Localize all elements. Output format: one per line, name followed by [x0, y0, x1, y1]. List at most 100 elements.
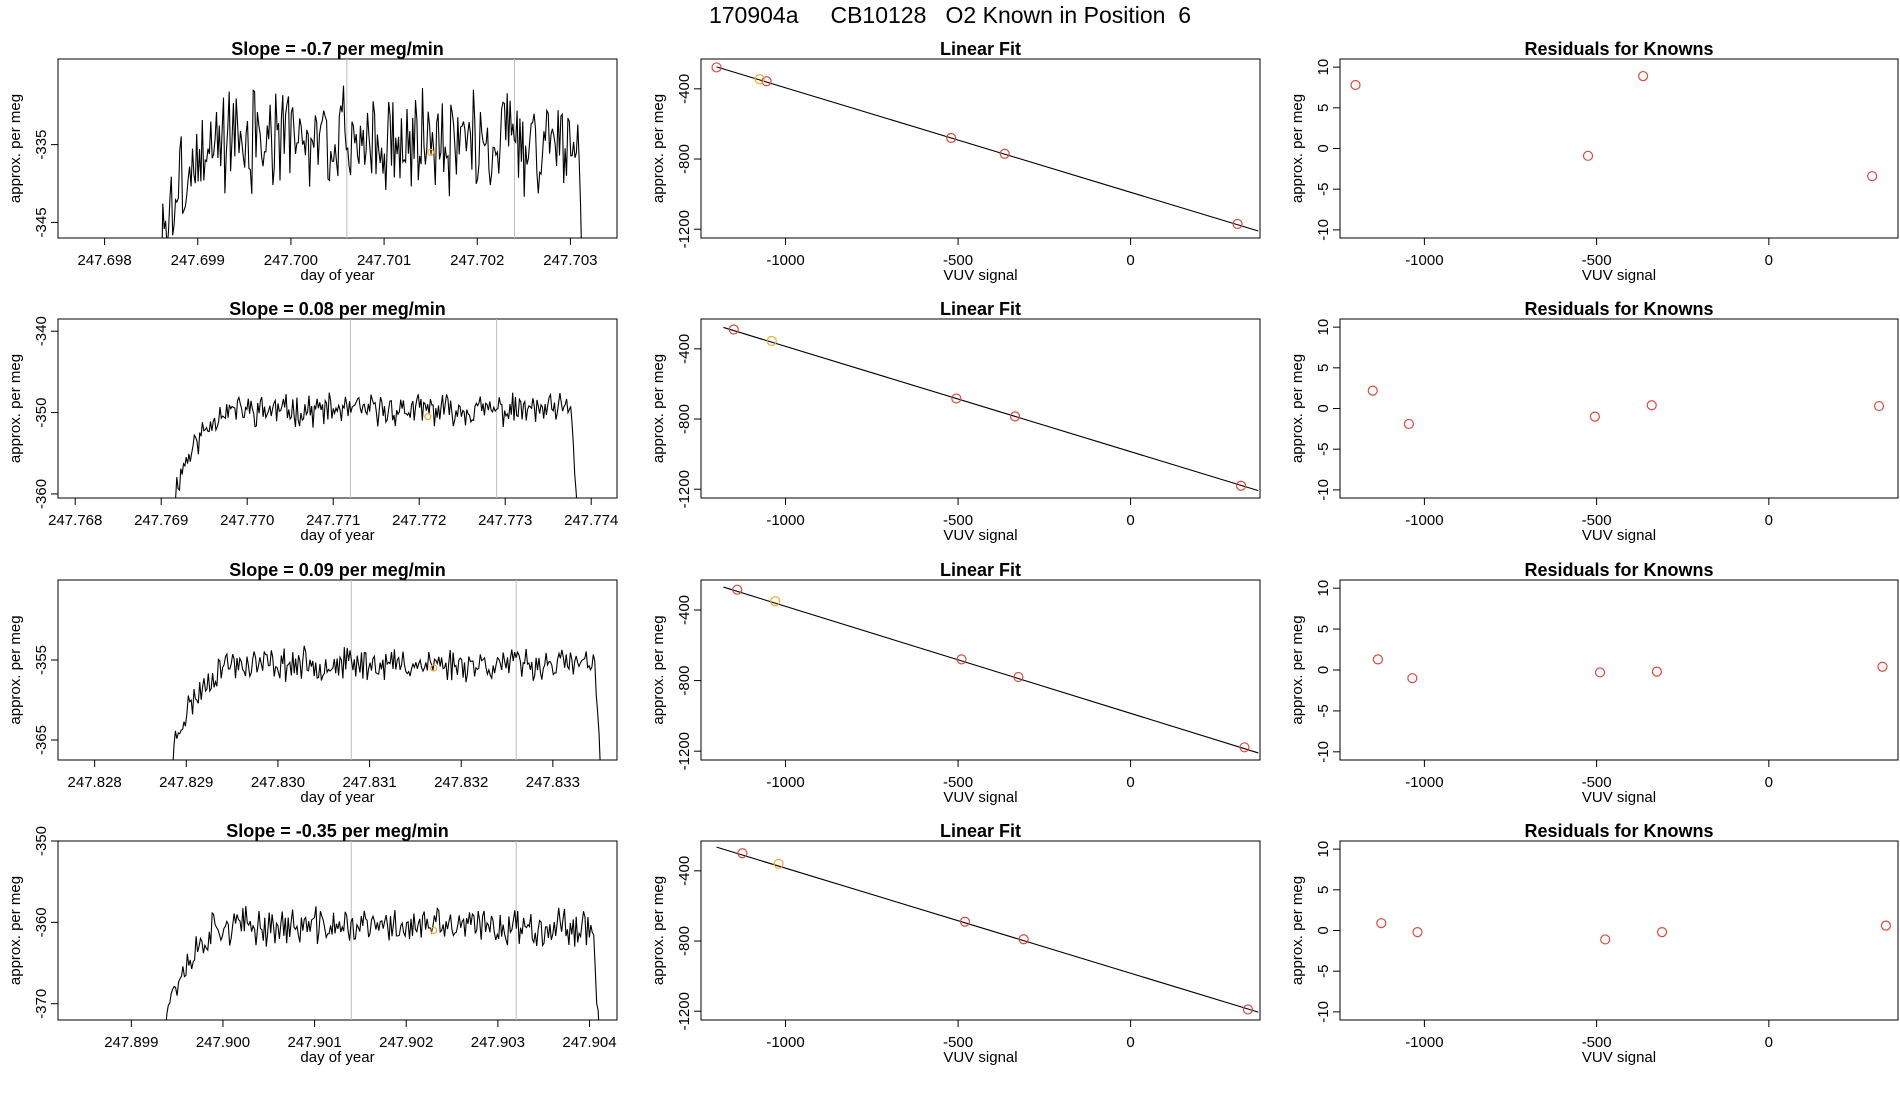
y-axis-label: approx. per meg: [650, 354, 667, 463]
fit-line: [717, 67, 1259, 231]
x-tick-label: 0: [1765, 774, 1773, 791]
panel-title: Linear Fit: [940, 560, 1021, 580]
x-tick-label: 0: [1765, 252, 1773, 269]
y-tick-label: -400: [676, 856, 693, 886]
y-tick-label: -340: [33, 316, 50, 346]
x-tick-label: 247.702: [450, 252, 504, 269]
y-tick-label: -1200: [676, 992, 693, 1030]
plot-area: [723, 585, 1258, 753]
plot-area: [163, 841, 600, 1042]
plot-area: [712, 63, 1258, 231]
plot-frame: [701, 59, 1260, 238]
x-axis-label: VUV signal: [943, 1049, 1017, 1066]
y-axis-label: approx. per meg: [7, 615, 24, 724]
plot-area: [1368, 386, 1883, 428]
x-tick-label: 0: [1126, 512, 1134, 529]
x-axis-label: VUV signal: [943, 527, 1017, 544]
highlight-point: [425, 414, 431, 420]
y-axis-label: approx. per meg: [1289, 354, 1306, 463]
x-tick-label: -1000: [766, 512, 804, 529]
x-tick-label: 247.828: [68, 774, 122, 791]
plot-frame: [1340, 59, 1898, 238]
data-point: [1878, 662, 1887, 671]
panel-title: Slope = 0.09 per meg/min: [229, 560, 446, 580]
x-axis-label: VUV signal: [1582, 267, 1656, 284]
y-tick-label: -10: [1315, 479, 1332, 501]
x-tick-label: -1000: [766, 252, 804, 269]
y-tick-label: 0: [1315, 926, 1332, 934]
x-tick-label: 247.833: [526, 774, 580, 791]
y-tick-label: -345: [33, 207, 50, 237]
data-point: [1590, 412, 1599, 421]
x-tick-label: 247.698: [77, 252, 131, 269]
x-tick-label: 247.699: [171, 252, 225, 269]
data-point: [1408, 674, 1417, 683]
y-tick-label: -5: [1315, 704, 1332, 717]
plot-frame: [1340, 841, 1898, 1020]
y-tick-label: -5: [1315, 443, 1332, 456]
data-point: [1351, 81, 1360, 90]
x-axis-label: VUV signal: [1582, 1049, 1656, 1066]
plot-area: [174, 319, 577, 519]
x-tick-label: 247.832: [434, 774, 488, 791]
x-axis-label: VUV signal: [1582, 527, 1656, 544]
y-tick-label: -365: [33, 725, 50, 755]
x-tick-label: 247.904: [562, 1034, 616, 1051]
x-tick-label: 0: [1126, 252, 1134, 269]
y-tick-label: 10: [1315, 841, 1332, 858]
panel-r0c2: Residuals for Knowns -1000 -500 0 VUV signal…: [1289, 39, 1898, 284]
y-tick-label: -800: [676, 144, 693, 174]
data-point: [1881, 921, 1890, 930]
y-axis-label: approx. per meg: [650, 876, 667, 985]
x-axis-label: day of year: [300, 267, 374, 284]
fit-line: [717, 847, 1259, 1012]
plot-area: [173, 580, 601, 772]
panel-r1c2: Residuals for Knowns -1000 -500 0 VUV signal…: [1289, 299, 1898, 544]
panel-title: Slope = -0.7 per meg/min: [231, 39, 444, 59]
data-point: [1404, 419, 1413, 428]
x-tick-label: 247.899: [104, 1034, 158, 1051]
y-tick-label: -800: [676, 666, 693, 696]
y-tick-label: 5: [1315, 104, 1332, 112]
plot-frame: [58, 59, 617, 238]
x-tick-label: 247.772: [392, 512, 446, 529]
plot-frame: [701, 580, 1260, 760]
y-tick-label: 10: [1315, 59, 1332, 76]
panel-r3c2: Residuals for Knowns -1000 -500 0 VUV signal…: [1289, 821, 1898, 1066]
y-tick-label: -400: [676, 595, 693, 625]
x-tick-label: 0: [1126, 1034, 1134, 1051]
data-point: [1601, 935, 1610, 944]
plot-area: [1373, 655, 1887, 683]
data-point: [1652, 667, 1661, 676]
y-tick-label: -400: [676, 334, 693, 364]
x-tick-label: 0: [1126, 774, 1134, 791]
data-point: [1647, 401, 1656, 410]
data-trace: [173, 646, 601, 773]
data-point: [1413, 928, 1422, 937]
y-tick-label: 0: [1315, 404, 1332, 412]
y-axis-label: approx. per meg: [1289, 94, 1306, 203]
x-axis-label: VUV signal: [943, 267, 1017, 284]
x-axis-label: day of year: [300, 1049, 374, 1066]
plot-area: [723, 325, 1258, 491]
plot-frame: [58, 841, 617, 1020]
data-point: [1875, 402, 1884, 411]
x-tick-label: 247.900: [196, 1034, 250, 1051]
y-axis-label: approx. per meg: [7, 354, 24, 463]
y-tick-label: 0: [1315, 666, 1332, 674]
x-tick-label: 247.770: [220, 512, 274, 529]
panel-r2c1: Linear Fit -1000 -500 0 VUV signal -400 -800 -1…: [650, 560, 1260, 806]
y-tick-label: -335: [33, 130, 50, 160]
panel-title: Residuals for Knowns: [1524, 560, 1713, 580]
y-tick-label: -360: [33, 907, 50, 937]
plot-frame: [1340, 580, 1898, 760]
y-tick-label: 5: [1315, 625, 1332, 633]
y-tick-label: -1200: [676, 470, 693, 508]
x-axis-label: day of year: [300, 789, 374, 806]
data-point: [1373, 655, 1382, 664]
y-tick-label: 0: [1315, 144, 1332, 152]
panel-title: Residuals for Knowns: [1524, 821, 1713, 841]
plot-area: [1351, 72, 1877, 181]
panel-r0c0: Slope = -0.7 per meg/min 247.698 247.699 24…: [7, 39, 617, 295]
x-tick-label: 247.768: [48, 512, 102, 529]
